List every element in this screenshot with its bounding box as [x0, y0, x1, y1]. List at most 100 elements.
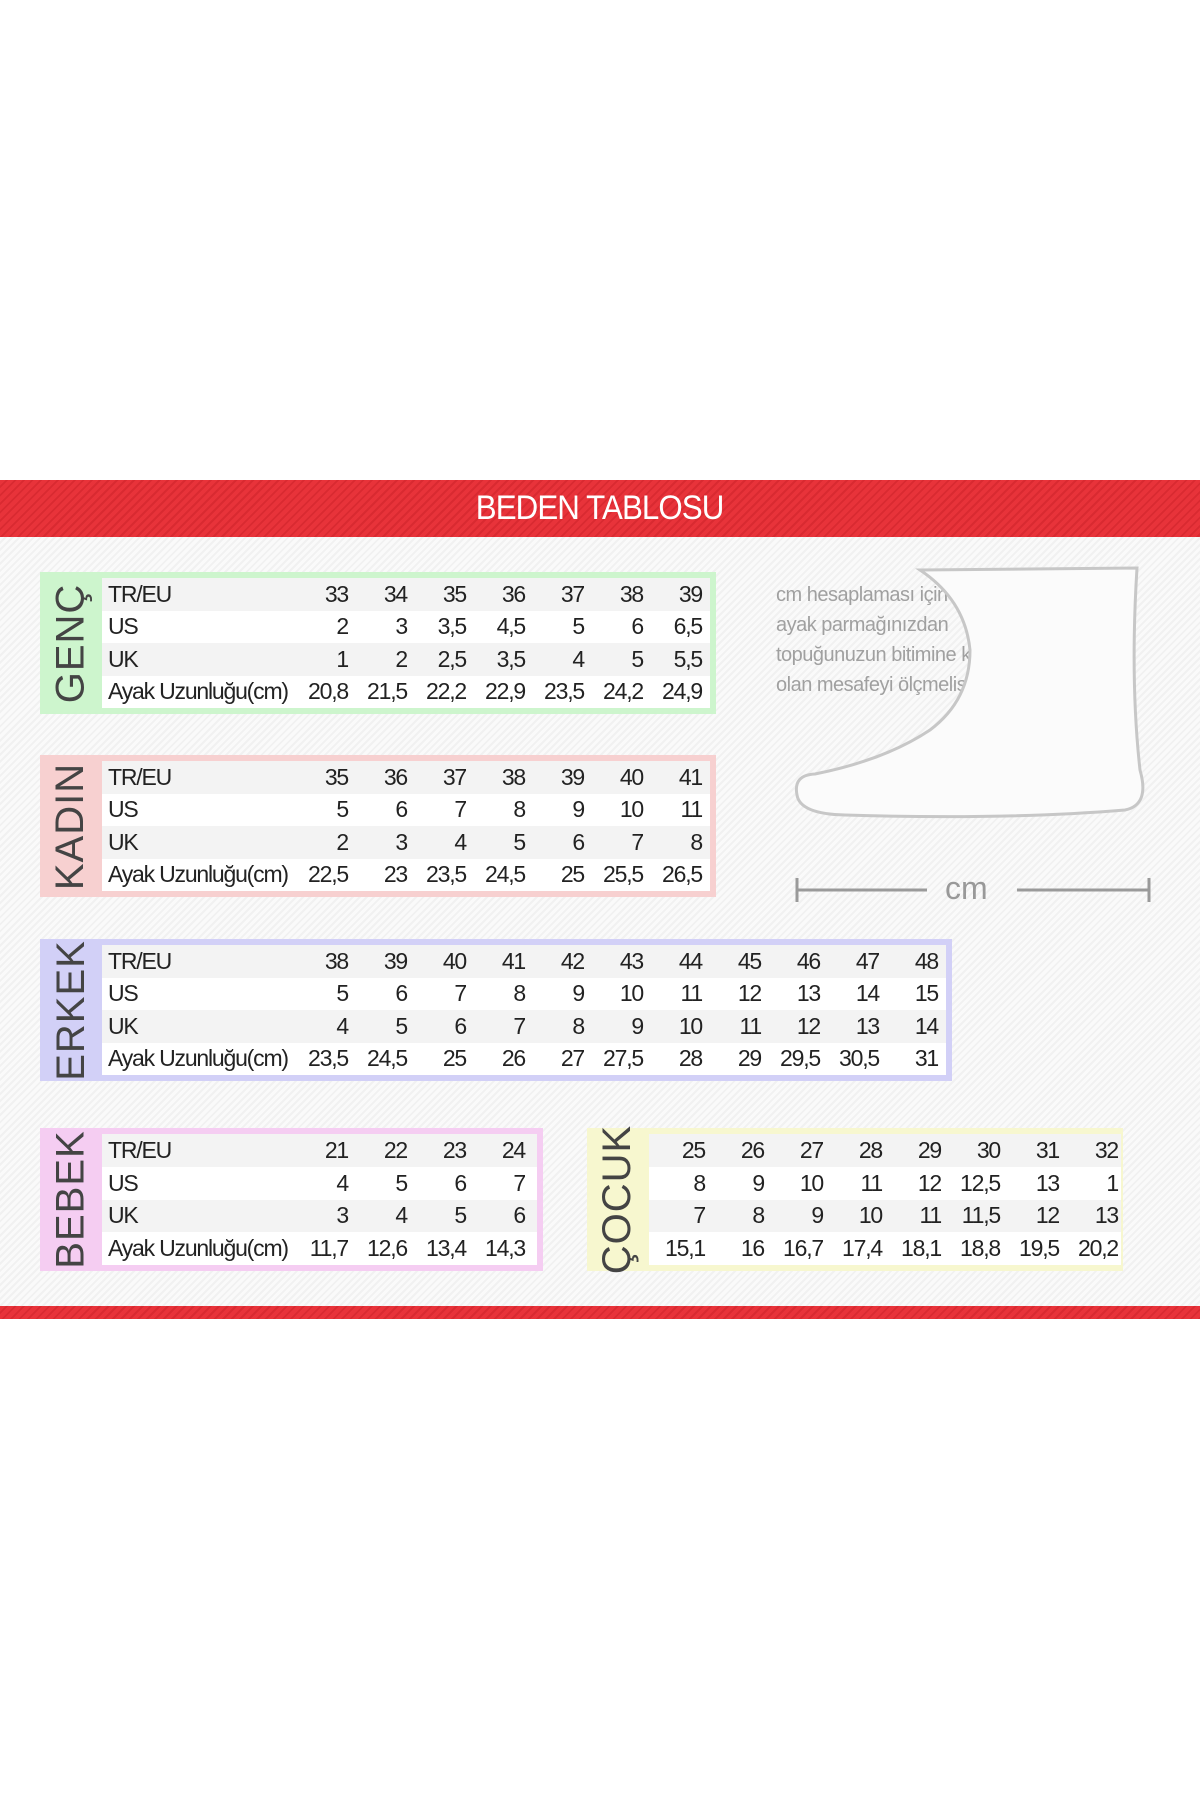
table-cell: 8	[572, 1012, 585, 1039]
table-row: Ayak Uzunluğu(cm) 20,8 21,5 22,2 22,9 23,5 24,…	[102, 675, 710, 708]
table-cell: 25	[681, 1136, 706, 1163]
table-cell: 7	[631, 828, 644, 855]
table-cell: 1	[336, 645, 349, 672]
table-cell: 21,5	[367, 678, 408, 705]
table-cell: 41	[501, 947, 526, 974]
row-label: UK	[108, 828, 139, 855]
table-cell: 5	[336, 796, 349, 823]
table-cell: 27	[560, 1045, 585, 1072]
table-row: UK 1 2 2,5 3,5 4 5 5,5	[102, 643, 710, 676]
table-cell: 31	[914, 1045, 939, 1072]
table-cell: 37	[560, 580, 585, 607]
table-cell: 8	[513, 980, 526, 1007]
row-label: US	[108, 1169, 139, 1196]
table-row: US 5 6 7 8 9 10 11	[102, 793, 710, 826]
table-cell: 12,5	[960, 1169, 1001, 1196]
table-cell: 13	[1035, 1169, 1060, 1196]
table-cell: 23,5	[544, 678, 585, 705]
row-label: Ayak Uzunluğu(cm)	[108, 1235, 289, 1262]
table-cell: 18,8	[960, 1235, 1001, 1262]
row-label: UK	[108, 1012, 139, 1039]
table-cell: 29,5	[780, 1045, 821, 1072]
table-cell: 26	[501, 1045, 526, 1072]
table-cell: 13	[1094, 1202, 1119, 1229]
table-row: 15,1 16 16,7 17,4 18,1 18,8 19,5 20,2	[649, 1232, 1121, 1265]
table-cell: 20,8	[308, 678, 349, 705]
size-table-kadin: KADIN TR/EU 35 36 37 38 39 40 41 US 5 6 7 8 9 10 11 UK 2 3 4…	[40, 755, 716, 897]
table-row: 25 26 27 28 29 30 31 32	[649, 1134, 1121, 1167]
size-table-genc: GENÇ TR/EU 33 34 35 36 37 38 39 US 2 3 3,5 4,5 5 6 6,5 UK…	[40, 572, 716, 714]
row-label: TR/EU	[108, 1136, 172, 1163]
table-cell: 9	[752, 1169, 765, 1196]
table-cell: 12	[796, 1012, 821, 1039]
table-row: Ayak Uzunluğu(cm) 11,7 12,6 13,4 14,3	[102, 1232, 537, 1265]
table-cell: 15,1	[665, 1235, 706, 1262]
table-row: UK 2 3 4 5 6 7 8	[102, 826, 710, 859]
table-cell: 37	[442, 763, 467, 790]
table-cell: 40	[442, 947, 467, 974]
table-cell: 7	[454, 796, 467, 823]
table-row: UK 3 4 5 6	[102, 1199, 537, 1233]
table-cell: 33	[324, 580, 349, 607]
table-cell: 4	[454, 828, 467, 855]
table-cell: 35	[442, 580, 467, 607]
table-cell: 10	[799, 1169, 824, 1196]
table-cell: 11	[739, 1012, 763, 1039]
table-cell: 27	[799, 1136, 824, 1163]
header-banner: BEDEN TABLOSU	[0, 480, 1200, 537]
table-cell: 24,5	[485, 861, 526, 888]
table-cell: 10	[858, 1202, 883, 1229]
foot-illustration-icon	[794, 566, 1151, 902]
table-row: TR/EU 21 22 23 24	[102, 1134, 537, 1167]
category-label: GENÇ	[40, 578, 102, 708]
table-row: TR/EU 38 39 40 41 42 43 44 45 46 47 48	[102, 945, 946, 978]
table-row: 7 8 9 10 11 11,5 12 13	[649, 1199, 1121, 1233]
table-cell: 4	[395, 1202, 408, 1229]
size-table-bebek: BEBEK TR/EU 21 22 23 24 US 4 5 6 7 UK 3 4 5 6 Ayak Uzunl…	[40, 1128, 543, 1271]
size-grid: TR/EU 38 39 40 41 42 43 44 45 46 47 48 US 5 6 7 8 9 10 11 12…	[102, 945, 946, 1075]
category-label: KADIN	[40, 761, 102, 891]
row-label: Ayak Uzunluğu(cm)	[108, 1045, 289, 1072]
table-cell: 20,2	[1078, 1235, 1119, 1262]
table-cell: 7	[693, 1202, 706, 1229]
table-cell: 2	[395, 645, 408, 672]
table-cell: 36	[501, 580, 526, 607]
table-cell: 4	[336, 1169, 349, 1196]
table-cell: 5	[513, 828, 526, 855]
table-cell: 23,5	[426, 861, 467, 888]
table-cell: 38	[324, 947, 349, 974]
table-cell: 2,5	[437, 645, 468, 672]
table-cell: 42	[560, 947, 585, 974]
table-cell: 7	[513, 1169, 526, 1196]
category-label-text: GENÇ	[48, 583, 93, 703]
table-row: US 4 5 6 7	[102, 1166, 537, 1200]
size-grid: TR/EU 35 36 37 38 39 40 41 US 5 6 7 8 9 10 11 UK 2 3 4 5 6 7 8 A…	[102, 761, 710, 891]
table-cell: 4	[336, 1012, 349, 1039]
table-cell: 3,5	[496, 645, 527, 672]
table-cell: 6	[454, 1169, 467, 1196]
category-label-text: ERKEK	[48, 939, 93, 1081]
table-cell: 28	[678, 1045, 703, 1072]
table-cell: 9	[631, 1012, 644, 1039]
table-cell: 34	[383, 580, 408, 607]
table-cell: 38	[619, 580, 644, 607]
table-cell: 5	[395, 1169, 408, 1196]
table-row: US 5 6 7 8 9 10 11 12 13 14 15	[102, 977, 946, 1010]
table-cell: 5	[395, 1012, 408, 1039]
category-label: BEBEK	[40, 1130, 102, 1268]
row-label: TR/EU	[108, 580, 172, 607]
table-cell: 31	[1035, 1136, 1060, 1163]
table-cell: 22	[383, 1136, 408, 1163]
footer-bar	[0, 1306, 1200, 1319]
measure-label: cm	[945, 870, 988, 906]
table-cell: 14	[855, 980, 880, 1007]
table-cell: 25	[560, 861, 585, 888]
category-label-text: ÇOCUK	[595, 1124, 640, 1275]
row-label: UK	[108, 1202, 139, 1229]
table-cell: 6	[454, 1012, 467, 1039]
table-cell: 24	[501, 1136, 526, 1163]
row-label: US	[108, 796, 139, 823]
table-cell: 22,2	[426, 678, 467, 705]
table-cell: 4	[572, 645, 585, 672]
table-cell: 6	[631, 613, 644, 640]
